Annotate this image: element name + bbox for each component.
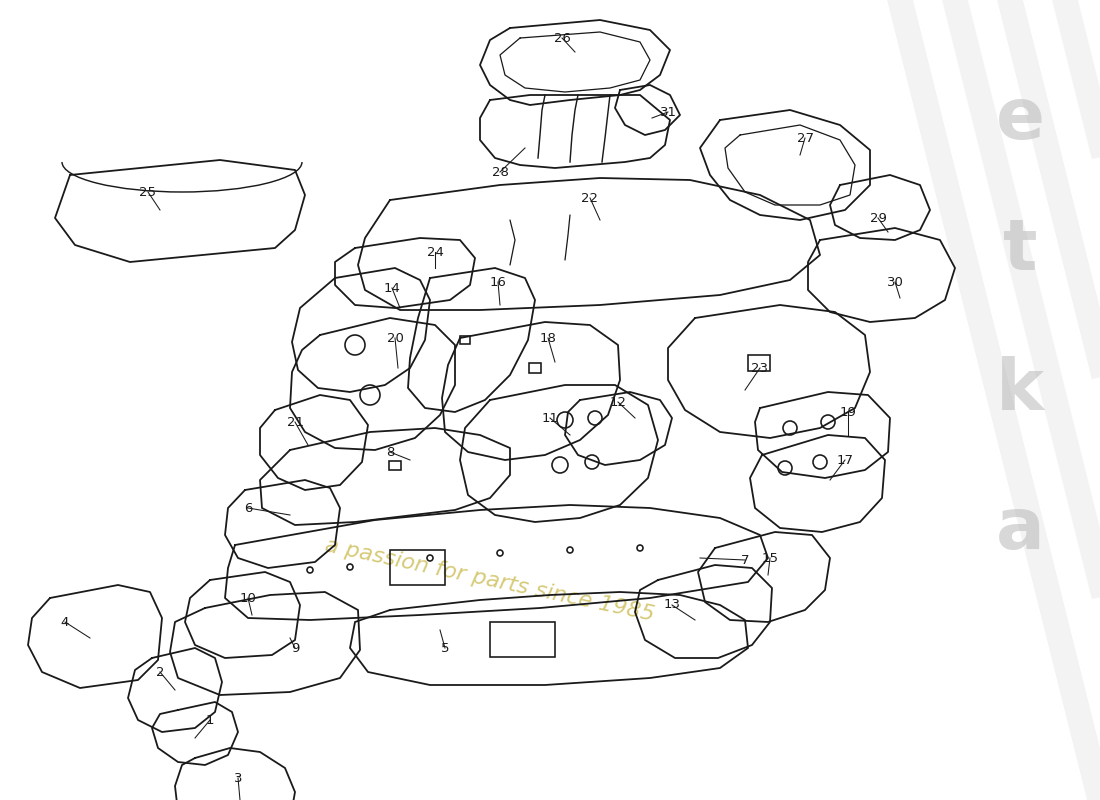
Text: 30: 30 bbox=[887, 275, 903, 289]
Text: 12: 12 bbox=[609, 395, 627, 409]
Text: 10: 10 bbox=[240, 591, 256, 605]
Bar bbox=[748, 355, 770, 371]
Text: a passion for parts since 1985: a passion for parts since 1985 bbox=[323, 535, 657, 625]
Text: e: e bbox=[996, 86, 1045, 154]
Text: 4: 4 bbox=[60, 615, 69, 629]
Text: 6: 6 bbox=[244, 502, 252, 514]
Text: 17: 17 bbox=[836, 454, 854, 466]
Text: 15: 15 bbox=[761, 551, 779, 565]
Bar bbox=[490, 622, 556, 657]
Text: 1: 1 bbox=[206, 714, 214, 726]
Bar bbox=[389, 461, 402, 470]
Text: 18: 18 bbox=[540, 331, 557, 345]
Bar bbox=[460, 336, 470, 344]
Text: k: k bbox=[996, 355, 1044, 425]
Text: 16: 16 bbox=[490, 275, 506, 289]
Text: 28: 28 bbox=[492, 166, 508, 178]
Bar bbox=[529, 363, 541, 373]
Text: 8: 8 bbox=[386, 446, 394, 458]
Text: 24: 24 bbox=[427, 246, 443, 258]
Bar bbox=[390, 550, 446, 585]
Text: 22: 22 bbox=[582, 191, 598, 205]
Text: 14: 14 bbox=[384, 282, 400, 294]
Text: a: a bbox=[996, 495, 1044, 565]
Text: 19: 19 bbox=[839, 406, 857, 418]
Text: 7: 7 bbox=[740, 554, 749, 566]
Text: 21: 21 bbox=[286, 415, 304, 429]
Text: 25: 25 bbox=[140, 186, 156, 198]
Text: 3: 3 bbox=[233, 771, 242, 785]
Text: 11: 11 bbox=[541, 411, 559, 425]
Text: 26: 26 bbox=[553, 31, 571, 45]
Text: t: t bbox=[1003, 215, 1037, 285]
Text: 13: 13 bbox=[663, 598, 681, 611]
Text: 5: 5 bbox=[441, 642, 449, 654]
Text: 9: 9 bbox=[290, 642, 299, 654]
Text: 29: 29 bbox=[870, 211, 887, 225]
Text: 20: 20 bbox=[386, 331, 404, 345]
Text: 2: 2 bbox=[156, 666, 164, 678]
Text: 23: 23 bbox=[751, 362, 769, 374]
Text: 31: 31 bbox=[660, 106, 676, 118]
Text: 27: 27 bbox=[796, 131, 814, 145]
